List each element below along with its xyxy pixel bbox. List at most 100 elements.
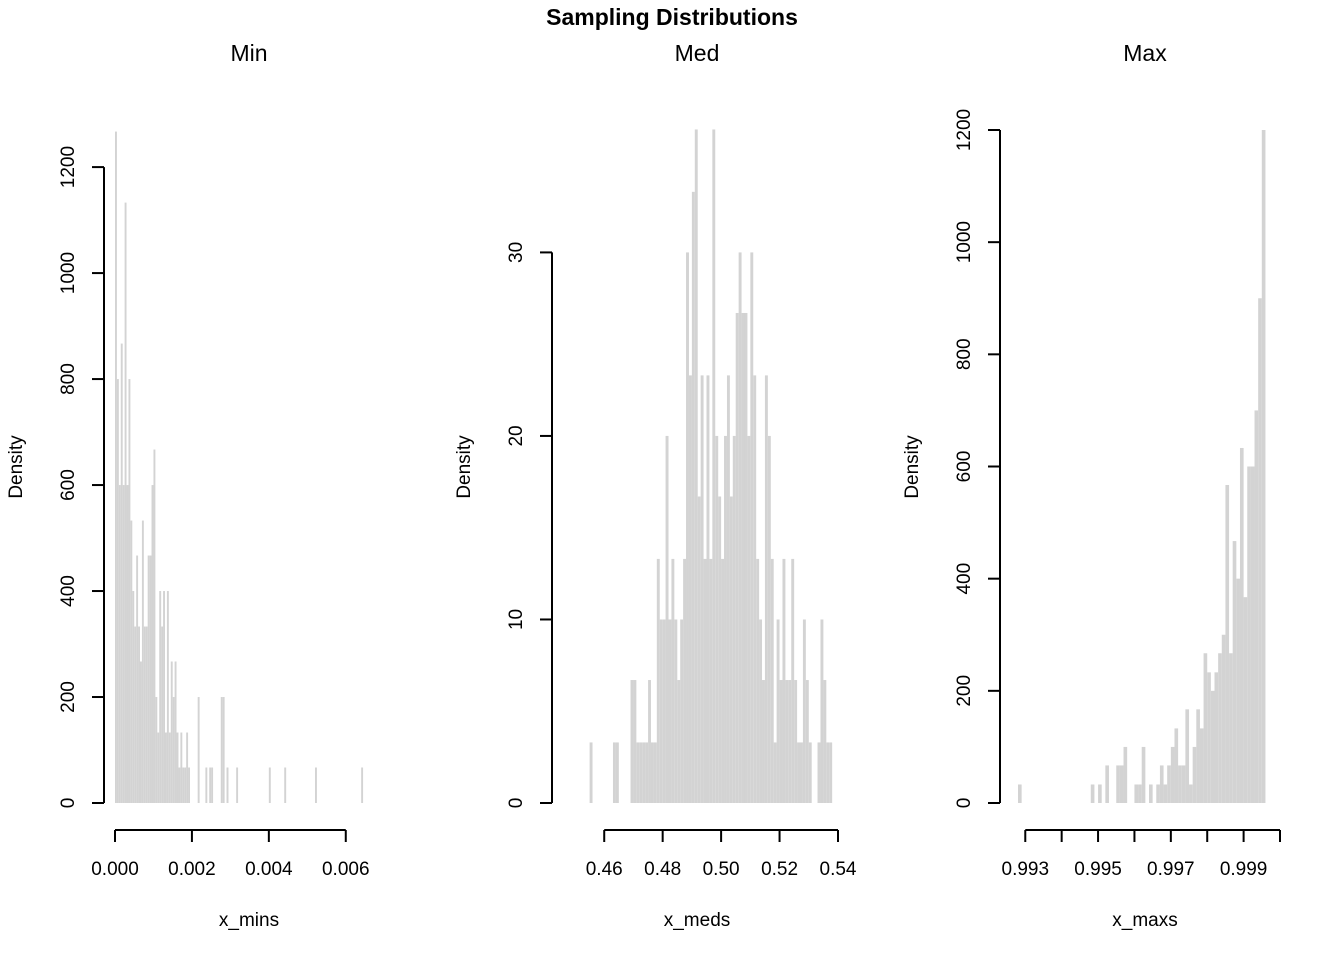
histogram-bar — [589, 742, 593, 803]
histogram-bar — [782, 558, 786, 803]
histogram-bar — [683, 558, 687, 803]
histogram-bar — [1261, 130, 1266, 803]
histogram-bar — [750, 252, 754, 803]
y-axis-max: 0 200 400 600 800 1000 1200 — [954, 109, 1001, 808]
histogram-bar — [747, 435, 751, 803]
histogram-bar — [753, 375, 757, 803]
histogram-bar — [1203, 653, 1208, 803]
histogram-bar — [712, 129, 716, 803]
x-tick-label: 0.997 — [1147, 859, 1195, 880]
histogram-bar — [186, 732, 189, 803]
histogram-bar — [128, 379, 131, 803]
histogram-bar — [1199, 728, 1204, 803]
histogram-bar — [176, 732, 179, 803]
histogram-bar — [665, 435, 669, 803]
bars-min — [115, 131, 364, 804]
histogram-bar — [1210, 690, 1215, 803]
histogram-bar — [226, 767, 229, 803]
histogram-bar — [791, 558, 795, 803]
histogram-bar — [1138, 784, 1142, 803]
histogram-bar — [659, 619, 663, 803]
histogram-bar — [697, 496, 701, 803]
histogram-bar — [1221, 634, 1226, 803]
histogram-bar — [653, 742, 657, 803]
histogram-bar — [145, 626, 148, 803]
x-axis-label-min: x_mins — [219, 910, 279, 931]
histogram-bar — [1243, 597, 1248, 803]
y-tick-label: 10 — [506, 609, 527, 630]
x-tick-label: 0.52 — [761, 859, 798, 880]
y-tick-label: 1200 — [58, 146, 79, 188]
histogram-bar — [612, 742, 616, 803]
histogram-bar — [361, 767, 364, 803]
histogram-bar — [1229, 653, 1233, 803]
histogram-bar — [197, 697, 200, 803]
histogram-bar — [770, 558, 774, 803]
x-tick-label: 0.995 — [1074, 859, 1122, 880]
y-tick-label: 600 — [58, 469, 79, 501]
histogram-bar — [1258, 298, 1262, 803]
histogram-bar — [1119, 765, 1124, 803]
histogram-bar — [694, 129, 698, 803]
histogram-bar — [120, 343, 123, 803]
histogram-bar — [174, 661, 177, 803]
histogram-bar — [1123, 746, 1128, 803]
histogram-bar — [645, 742, 649, 803]
histogram-bar — [1192, 746, 1197, 803]
histogram-bar — [776, 619, 780, 803]
histogram-bar — [161, 626, 164, 803]
histogram-bar — [1225, 485, 1230, 803]
panel-title-max: Max — [1123, 40, 1167, 66]
histogram-bar — [633, 680, 637, 803]
x-tick-label: 0.004 — [245, 859, 293, 880]
histogram-bar — [1174, 728, 1179, 803]
histogram-bar — [718, 496, 722, 803]
y-axis-label-max: Density — [902, 435, 923, 499]
histogram-bar — [756, 558, 760, 803]
x-tick-label: 0.993 — [1002, 859, 1050, 880]
histogram-bar — [1185, 709, 1190, 803]
histogram-bar — [1254, 410, 1259, 803]
x-tick-label: 0.002 — [168, 859, 216, 880]
histogram-bar — [170, 661, 173, 803]
histogram-bar — [209, 767, 212, 803]
histogram-bar — [211, 767, 214, 803]
histogram-bar — [1207, 672, 1211, 803]
histogram-bar — [735, 312, 739, 803]
histogram-bar — [115, 131, 117, 804]
histogram-bar — [205, 767, 208, 803]
y-tick-label: 1200 — [954, 109, 975, 151]
histogram-bar — [797, 742, 801, 803]
histogram-bar — [686, 252, 689, 803]
x-tick-label: 0.999 — [1220, 859, 1268, 880]
x-tick-label: 0.54 — [820, 859, 857, 880]
x-tick-label: 0.46 — [586, 859, 623, 880]
y-tick-label: 600 — [954, 451, 975, 483]
histogram-bar — [149, 555, 152, 803]
y-tick-label: 30 — [506, 242, 527, 263]
histogram-bar — [630, 680, 634, 803]
y-tick-label: 0 — [58, 798, 79, 809]
y-tick-label: 1000 — [954, 221, 975, 263]
histogram-bar — [315, 767, 317, 803]
y-axis-label-min: Density — [6, 435, 27, 499]
histogram-bar — [1159, 765, 1164, 803]
histogram-bar — [800, 742, 803, 803]
histogram-bar — [1116, 765, 1120, 803]
histogram-bar — [172, 697, 175, 803]
histogram-bar — [138, 626, 140, 803]
histogram-bar — [184, 767, 187, 803]
histogram-bar — [680, 619, 684, 803]
y-axis-med: 0 10 20 30 — [506, 242, 553, 808]
histogram-bar — [656, 558, 660, 803]
y-tick-label: 200 — [58, 681, 79, 713]
x-axis-max: 0.993 0.995 0.997 0.999 — [1002, 829, 1281, 880]
histogram-bar — [1098, 784, 1102, 803]
histogram-bar — [823, 680, 827, 803]
histogram-bar — [677, 680, 681, 803]
y-axis-label-med: Density — [454, 435, 475, 499]
histogram-bar — [805, 680, 809, 803]
histogram-bar — [724, 435, 727, 803]
histogram-bar — [785, 680, 789, 803]
